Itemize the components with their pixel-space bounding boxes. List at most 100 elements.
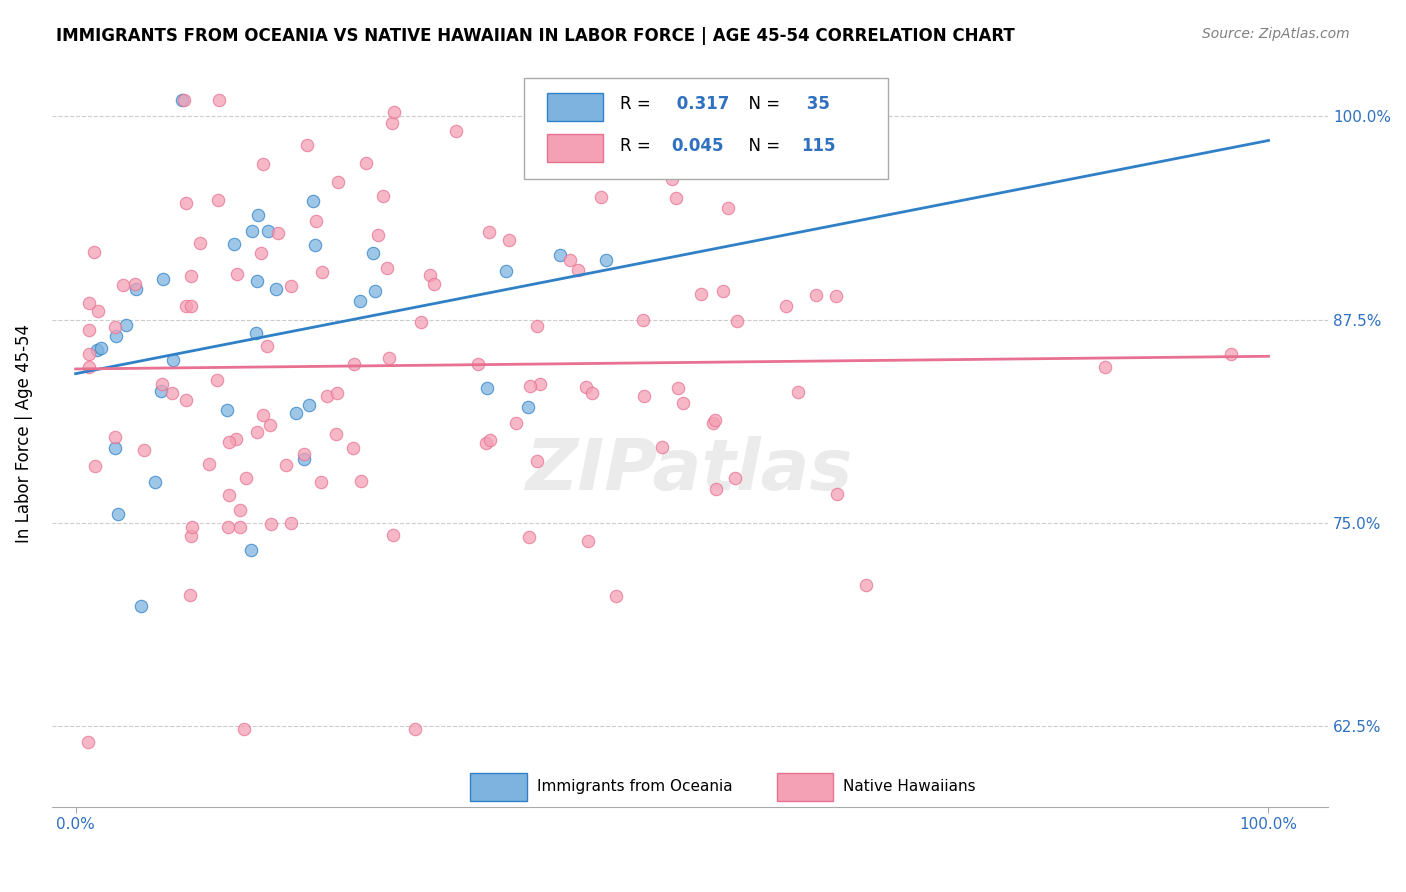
Immigrants from Oceania (292, 452, 315, 467)
Native Hawaiians (576, 533, 599, 548)
Native Hawaiians (479, 433, 502, 447)
Native Hawaiians (349, 474, 371, 488)
Immigrants from Oceania (550, 248, 572, 262)
Native Hawaiians (229, 520, 252, 534)
Native Hawaiians (311, 265, 333, 279)
Text: N =: N = (738, 95, 786, 113)
Native Hawaiians (724, 471, 747, 485)
Native Hawaiians (404, 722, 426, 736)
Immigrants from Oceania (239, 543, 262, 558)
Immigrants from Oceania (245, 326, 267, 340)
Native Hawaiians (409, 315, 432, 329)
Immigrants from Oceania (298, 398, 321, 412)
Native Hawaiians (311, 475, 333, 489)
Immigrants from Oceania (349, 293, 371, 308)
Native Hawaiians (79, 323, 101, 337)
Native Hawaiians (342, 441, 364, 455)
Native Hawaiians (824, 289, 846, 303)
Native Hawaiians (631, 313, 654, 327)
Native Hawaiians (517, 530, 540, 544)
Native Hawaiians (252, 409, 274, 423)
Native Hawaiians (526, 453, 548, 467)
Native Hawaiians (174, 299, 197, 313)
Native Hawaiians (226, 267, 249, 281)
Immigrants from Oceania (129, 599, 152, 613)
Native Hawaiians (111, 277, 134, 292)
Native Hawaiians (305, 213, 328, 227)
Native Hawaiians (280, 278, 302, 293)
Native Hawaiians (84, 459, 107, 474)
Native Hawaiians (132, 443, 155, 458)
Native Hawaiians (343, 357, 366, 371)
Native Hawaiians (717, 202, 740, 216)
Native Hawaiians (855, 578, 877, 592)
Native Hawaiians (605, 590, 627, 604)
Native Hawaiians (1219, 347, 1241, 361)
Native Hawaiians (328, 175, 350, 189)
Immigrants from Oceania (246, 208, 269, 222)
Native Hawaiians (375, 261, 398, 276)
Native Hawaiians (249, 245, 271, 260)
Native Hawaiians (702, 416, 724, 430)
Immigrants from Oceania (516, 400, 538, 414)
Native Hawaiians (174, 392, 197, 407)
Native Hawaiians (787, 384, 810, 399)
Native Hawaiians (526, 319, 548, 334)
Native Hawaiians (180, 529, 202, 543)
FancyBboxPatch shape (547, 94, 603, 121)
Immigrants from Oceania (143, 475, 166, 489)
Native Hawaiians (208, 93, 231, 107)
Text: IMMIGRANTS FROM OCEANIA VS NATIVE HAWAIIAN IN LABOR FORCE | AGE 45-54 CORRELATIO: IMMIGRANTS FROM OCEANIA VS NATIVE HAWAII… (56, 27, 1015, 45)
Native Hawaiians (672, 396, 695, 410)
Native Hawaiians (567, 262, 589, 277)
Native Hawaiians (87, 303, 110, 318)
Native Hawaiians (633, 388, 655, 402)
Native Hawaiians (378, 351, 401, 366)
Native Hawaiians (76, 735, 98, 749)
Native Hawaiians (274, 458, 297, 472)
Native Hawaiians (529, 377, 551, 392)
Y-axis label: In Labor Force | Age 45-54: In Labor Force | Age 45-54 (15, 324, 32, 543)
Text: Source: ZipAtlas.com: Source: ZipAtlas.com (1202, 27, 1350, 41)
Text: ZIPatlas: ZIPatlas (526, 436, 853, 505)
Immigrants from Oceania (240, 223, 263, 237)
Text: N =: N = (738, 136, 786, 154)
Immigrants from Oceania (284, 406, 307, 420)
Native Hawaiians (259, 418, 281, 433)
Immigrants from Oceania (125, 282, 148, 296)
Immigrants from Oceania (86, 343, 108, 357)
Immigrants from Oceania (222, 237, 245, 252)
Native Hawaiians (256, 339, 278, 353)
Text: R =: R = (620, 95, 655, 113)
Native Hawaiians (160, 385, 183, 400)
Native Hawaiians (325, 385, 347, 400)
Native Hawaiians (180, 269, 202, 284)
Native Hawaiians (382, 104, 405, 119)
Native Hawaiians (478, 226, 501, 240)
Native Hawaiians (233, 722, 256, 736)
Native Hawaiians (704, 412, 727, 426)
FancyBboxPatch shape (471, 773, 527, 801)
Native Hawaiians (419, 268, 441, 282)
Native Hawaiians (292, 447, 315, 461)
FancyBboxPatch shape (776, 773, 832, 801)
Native Hawaiians (446, 124, 468, 138)
Native Hawaiians (591, 190, 613, 204)
Native Hawaiians (825, 487, 848, 501)
Immigrants from Oceania (170, 93, 193, 107)
Native Hawaiians (367, 228, 389, 243)
Native Hawaiians (704, 482, 727, 496)
Native Hawaiians (180, 300, 202, 314)
Native Hawaiians (381, 527, 404, 541)
Native Hawaiians (246, 425, 269, 439)
Native Hawaiians (295, 138, 318, 153)
Native Hawaiians (150, 377, 173, 392)
Text: Native Hawaiians: Native Hawaiians (844, 780, 976, 794)
Native Hawaiians (690, 287, 713, 301)
Native Hawaiians (267, 227, 290, 241)
Immigrants from Oceania (104, 441, 127, 455)
Native Hawaiians (235, 470, 257, 484)
Native Hawaiians (225, 433, 247, 447)
Immigrants from Oceania (90, 341, 112, 355)
Native Hawaiians (83, 244, 105, 259)
